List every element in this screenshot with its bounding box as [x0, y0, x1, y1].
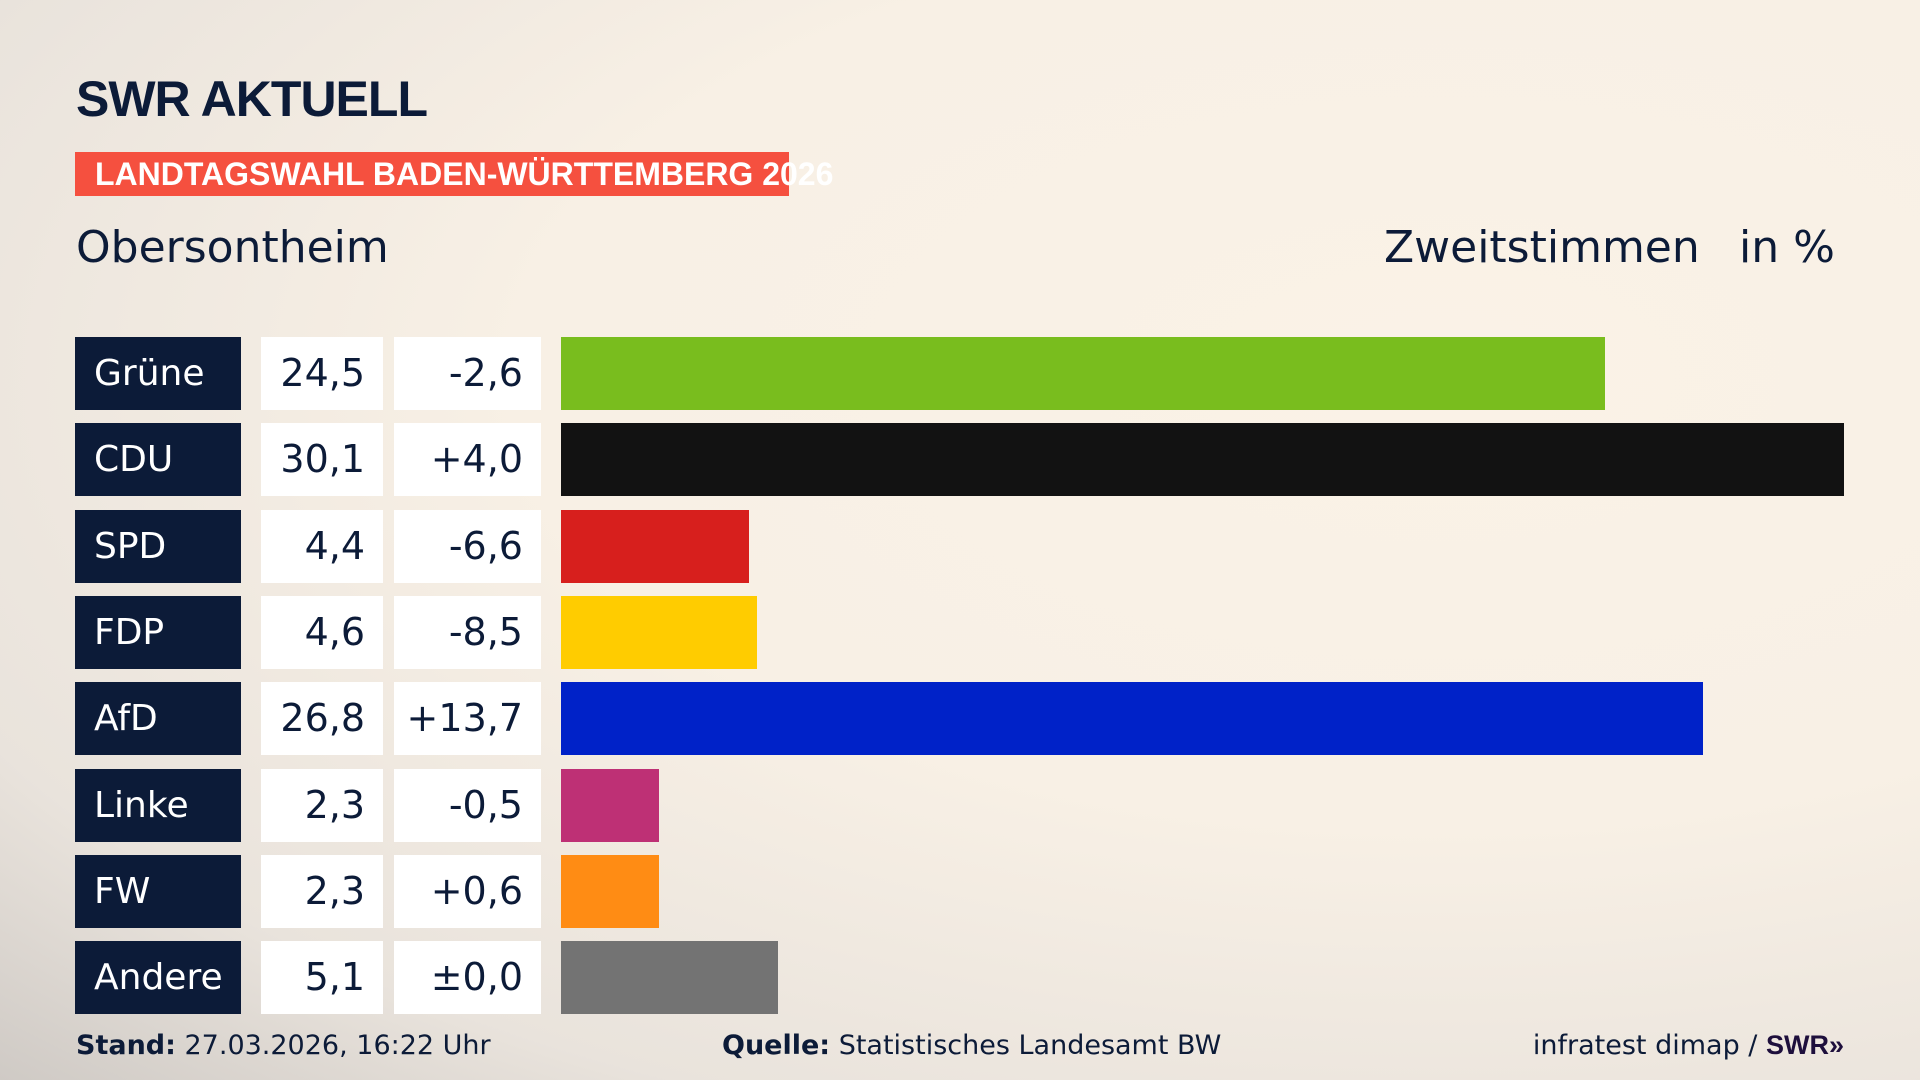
- bar-andere: [561, 941, 779, 1015]
- region-title: Obersontheim: [76, 222, 389, 273]
- unit-label: in %: [1739, 222, 1835, 273]
- vote-share-value: 26,8: [261, 682, 383, 756]
- bar-spd: [561, 509, 749, 583]
- bar-grüne: [561, 337, 1606, 410]
- vote-share-value: 4,4: [261, 509, 383, 583]
- change-value: -6,6: [394, 509, 541, 583]
- vote-share-value: 5,1: [261, 941, 383, 1015]
- change-value: +13,7: [394, 682, 541, 756]
- party-label: Grüne: [75, 337, 241, 410]
- change-value: -0,5: [394, 768, 541, 842]
- change-value: ±0,0: [394, 941, 541, 1015]
- vote-share-value: 4,6: [261, 595, 383, 669]
- party-label: CDU: [75, 423, 241, 497]
- change-value: +0,6: [394, 854, 541, 928]
- election-banner: LANDTAGSWAHL BADEN-WÜRTTEMBERG 2026: [75, 152, 833, 196]
- bar-afd: [561, 682, 1704, 756]
- bar-fdp: [561, 595, 758, 669]
- bar-linke: [561, 768, 660, 842]
- change-value: -8,5: [394, 595, 541, 669]
- party-label: Andere: [75, 941, 241, 1015]
- vote-share-value: 2,3: [261, 854, 383, 928]
- swr-aktuell-logo: SWR AKTUELL: [76, 71, 428, 127]
- swr-logo: SWR»: [1765, 1030, 1844, 1060]
- party-label: FDP: [75, 595, 241, 669]
- party-label: Linke: [75, 768, 241, 842]
- timestamp: Stand: 27.03.2026, 16:22 Uhr: [76, 1030, 491, 1061]
- bar-fw: [561, 854, 660, 928]
- vote-share-value: 2,3: [261, 768, 383, 842]
- change-value: -2,6: [394, 337, 541, 410]
- change-value: +4,0: [394, 423, 541, 497]
- bar-cdu: [561, 423, 1844, 497]
- source: Quelle: Statistisches Landesamt BW: [722, 1030, 1222, 1061]
- party-label: SPD: [75, 509, 241, 583]
- party-label: FW: [75, 854, 241, 928]
- vote-share-value: 24,5: [261, 337, 383, 410]
- party-label: AfD: [75, 682, 241, 756]
- credit: infratest dimap / SWR»: [1532, 1030, 1844, 1061]
- vote-type-label: Zweitstimmen: [1384, 222, 1700, 273]
- vote-share-value: 30,1: [261, 423, 383, 497]
